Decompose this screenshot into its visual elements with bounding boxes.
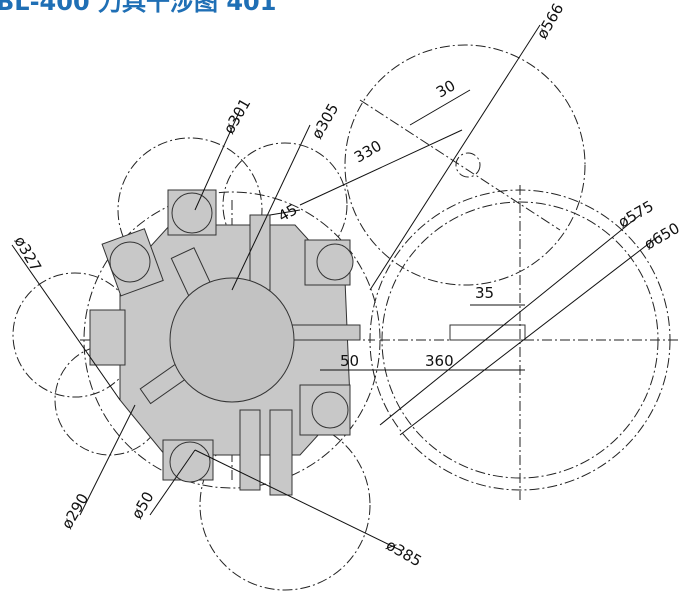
label: ø385 <box>383 536 425 570</box>
label: ø305 <box>308 100 342 142</box>
label: ø50 <box>128 489 158 522</box>
label: 30 <box>433 76 459 101</box>
label: 50 <box>340 352 359 370</box>
label: ø575 <box>615 197 657 231</box>
label: 35 <box>475 284 494 302</box>
label: ø290 <box>58 490 92 532</box>
dimension-lines <box>11 24 661 551</box>
label: ø301 <box>220 95 254 137</box>
label: ø650 <box>641 219 683 253</box>
label: ø566 <box>533 0 567 42</box>
label: 45 <box>275 200 301 225</box>
title: BL-400 刀具干涉图 401 <box>0 0 276 16</box>
turret <box>89 189 526 496</box>
label: 360 <box>425 352 454 370</box>
label: 330 <box>351 137 385 167</box>
label: ø327 <box>11 233 45 275</box>
